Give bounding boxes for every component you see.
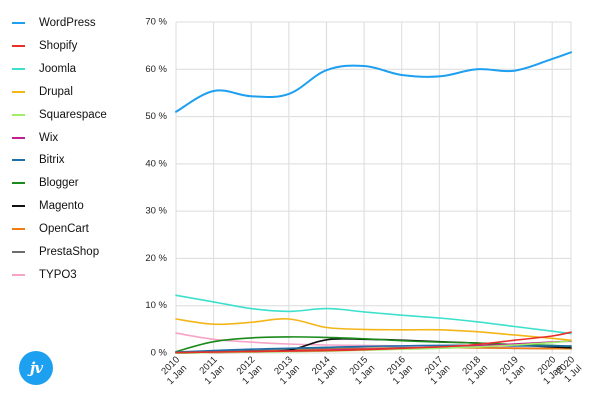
legend-label: Blogger xyxy=(39,177,79,190)
legend-swatch xyxy=(12,67,25,70)
legend-swatch xyxy=(12,205,25,208)
legend-item-wix[interactable]: Wix xyxy=(12,130,58,146)
legend-item-drupal[interactable]: Drupal xyxy=(12,84,73,100)
legend-swatch xyxy=(12,251,25,253)
y-tick-label: 10 % xyxy=(145,300,167,311)
legend-swatch xyxy=(12,22,25,24)
chart-legend: WordPress Shopify Joomla Drupal Squarespace W… xyxy=(0,0,150,300)
y-tick-label: 40 % xyxy=(145,158,167,169)
y-tick-label: 30 % xyxy=(145,206,167,217)
brand-logo: jv xyxy=(19,351,53,385)
y-tick-label: 50 % xyxy=(145,111,167,122)
legend-swatch xyxy=(12,159,25,162)
series-line-joomla xyxy=(175,294,572,335)
legend-item-shopify[interactable]: Shopify xyxy=(12,38,77,54)
legend-label: Magento xyxy=(39,200,84,213)
legend-item-prestashop[interactable]: PrestaShop xyxy=(12,244,99,260)
y-tick-label: 70 % xyxy=(145,17,167,28)
legend-label: PrestaShop xyxy=(39,246,100,258)
legend-label: OpenCart xyxy=(39,223,89,236)
legend-label: WordPress xyxy=(39,17,96,29)
chart-series-lines xyxy=(175,51,572,354)
legend-swatch xyxy=(12,113,25,116)
y-tick-label: 0 % xyxy=(151,348,168,359)
legend-item-wordpress[interactable]: WordPress xyxy=(12,15,96,31)
y-tick-label: 60 % xyxy=(145,64,167,75)
chart-grid xyxy=(175,21,572,354)
legend-swatch xyxy=(12,273,25,276)
legend-item-squarespace[interactable]: Squarespace xyxy=(12,107,107,123)
legend-item-blogger[interactable]: Blogger xyxy=(12,175,79,191)
legend-swatch xyxy=(12,136,25,139)
series-line-bitrix xyxy=(175,344,572,353)
legend-item-joomla[interactable]: Joomla xyxy=(12,61,76,77)
legend-label: Drupal xyxy=(39,85,73,98)
legend-swatch xyxy=(12,90,25,93)
logo-text: jv xyxy=(29,359,43,377)
legend-label: TYPO3 xyxy=(39,268,77,281)
series-line-wordpress xyxy=(175,51,572,113)
legend-label: Joomla xyxy=(39,62,77,75)
legend-swatch xyxy=(12,182,25,185)
y-axis: 0 % 10 % 20 % 30 % 40 % 50 % 60 % 70 % xyxy=(145,17,167,359)
legend-item-bitrix[interactable]: Bitrix xyxy=(12,152,65,168)
legend-label: Squarespace xyxy=(39,108,107,121)
legend-label: Shopify xyxy=(39,39,78,52)
series-line-shopify xyxy=(175,331,572,354)
legend-label: Bitrix xyxy=(39,154,65,167)
legend-label: Wix xyxy=(39,131,59,144)
legend-item-typo3[interactable]: TYPO3 xyxy=(12,267,77,283)
legend-swatch xyxy=(12,228,25,231)
legend-swatch xyxy=(12,44,25,47)
legend-item-opencart[interactable]: OpenCart xyxy=(12,221,89,237)
series-line-drupal xyxy=(175,318,572,341)
legend-item-magento[interactable]: Magento xyxy=(12,198,84,214)
y-tick-label: 20 % xyxy=(145,253,167,264)
